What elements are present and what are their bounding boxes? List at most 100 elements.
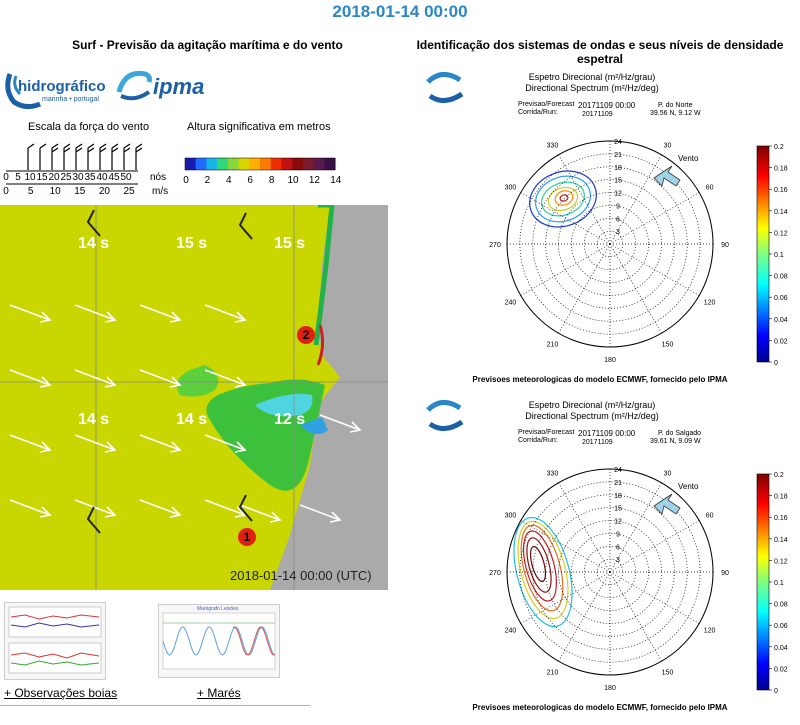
directional-spectrum-panel-1[interactable]: Espetro Direcional (m²/Hz/grau) Direction… xyxy=(400,62,800,392)
knots-tick: 20 xyxy=(48,172,60,183)
colorbar-tick: 0.1 xyxy=(774,580,784,587)
colorbar-tick: 0.1 xyxy=(774,252,784,259)
wave-direction-arrow-icon xyxy=(9,499,52,518)
wind-direction-arrow-icon xyxy=(653,493,681,515)
polar-radius-label: 24 xyxy=(614,467,622,474)
polar-angle-label: 150 xyxy=(662,670,674,677)
wind-barb-icon xyxy=(123,143,131,170)
polar-angle-label: 60 xyxy=(706,185,714,192)
polar-angle-label: 90 xyxy=(721,570,729,577)
wave-direction-arrow-icon xyxy=(204,434,247,453)
tides-thumbnail[interactable]: Marégrafo Leixões xyxy=(158,604,280,678)
wind-barb-icon xyxy=(238,212,253,240)
ms-tick: 20 xyxy=(99,186,111,197)
knots-tick: 5 xyxy=(15,172,21,183)
ipma-logo[interactable]: ipma xyxy=(115,64,225,110)
wave-direction-arrow-icon xyxy=(74,434,117,453)
polar-angle-label: 120 xyxy=(704,300,716,307)
location-name: P. do Salgado xyxy=(658,430,701,437)
divider xyxy=(0,705,310,706)
wave-direction-arrow-icon xyxy=(139,434,182,453)
wave-direction-arrow-icon xyxy=(9,369,52,388)
buoy-observations-link[interactable]: + Observações boias xyxy=(4,686,118,700)
wave-direction-arrow-icon xyxy=(139,499,182,518)
polar-angle-label: 240 xyxy=(505,628,517,635)
polar-radius-label: 18 xyxy=(614,165,622,172)
forecast-date: 20171109 00:00 xyxy=(578,429,636,438)
ipma-emblem-icon xyxy=(426,72,464,103)
wave-height-colorbar: 0 2 4 6 8 10 12 14 xyxy=(183,156,343,188)
polar-angle-label: 330 xyxy=(547,142,559,149)
location-name: P. do Norte xyxy=(658,102,693,109)
polar-angle-label: 150 xyxy=(662,342,674,349)
polar-angle-label: 330 xyxy=(547,470,559,477)
polar-angle-label: 210 xyxy=(547,342,559,349)
colorbar-tick: 0.04 xyxy=(774,645,788,652)
hidrografico-logo[interactable]: hidrográfico marinha • portugal xyxy=(2,62,112,112)
wave-scale-tick: 6 xyxy=(247,175,253,186)
wave-direction-arrow-icon xyxy=(9,304,52,323)
colorbar-tick: 0 xyxy=(774,360,778,367)
hidrografico-text: hidrográfico xyxy=(18,78,106,95)
model-caption: Previsoes meteorologicas do modelo ECMWF… xyxy=(472,375,727,384)
polar-radius-label: 15 xyxy=(614,178,622,185)
forecast-date: 20171109 00:00 xyxy=(578,101,636,110)
polar-angle-label: 270 xyxy=(489,570,501,577)
wave-period-label: 14 s xyxy=(176,411,208,428)
surf-forecast-map[interactable]: 14 s 15 s 15 s 14 s 14 s 12 s 1 2 2018-0… xyxy=(0,205,388,590)
wave-period-label: 15 s xyxy=(274,235,306,252)
tides-link[interactable]: + Marés xyxy=(197,686,241,700)
colorbar-tick: 0.12 xyxy=(774,558,788,565)
hidrografico-emblem-icon xyxy=(5,73,41,110)
polar-angle-label: 210 xyxy=(547,670,559,677)
polar-radius-label: 15 xyxy=(614,506,622,513)
wave-direction-arrow-icon xyxy=(204,499,247,518)
wave-period-label: 12 s xyxy=(274,411,306,428)
colorbar-tick: 0.08 xyxy=(774,602,788,609)
polar-radius-label: 21 xyxy=(614,480,622,487)
ms-tick: 5 xyxy=(28,186,34,197)
buoy-observations-thumbnail[interactable] xyxy=(4,602,106,680)
polar-angle-label: 60 xyxy=(706,513,714,520)
wave-direction-arrow-icon xyxy=(239,504,282,523)
knots-tick: 10 xyxy=(24,172,36,183)
wind-barb-icon xyxy=(27,143,35,170)
spectrum-section-title: Identificação dos sistemas de ondas e se… xyxy=(416,38,784,66)
spectrum-title-pt: Espetro Direcional (m²/Hz/grau) xyxy=(529,72,656,82)
ms-unit: m/s xyxy=(152,186,168,197)
wind-scale-title: Escala da força do vento xyxy=(28,121,150,133)
wind-barb-icon xyxy=(51,143,59,170)
buoy-marker-2[interactable]: 2 xyxy=(297,326,315,344)
wind-barb-icon xyxy=(86,209,101,237)
buoy-marker-1[interactable]: 1 xyxy=(238,528,256,546)
ms-tick: 10 xyxy=(50,186,62,197)
colorbar-tick: 0.06 xyxy=(774,295,788,302)
spectrum-title-en: Directional Spectrum (m²/Hz/deg) xyxy=(525,83,659,93)
polar-angle-label: 300 xyxy=(505,513,517,520)
colorbar-tick: 0.18 xyxy=(774,166,788,173)
wave-direction-arrow-icon xyxy=(139,369,182,388)
wind-barb-icon xyxy=(39,143,47,170)
ipma-emblem-icon xyxy=(426,400,464,431)
colorbar-tick: 0.04 xyxy=(774,317,788,324)
knots-tick: 0 xyxy=(3,172,9,183)
wave-period-label: 15 s xyxy=(176,235,208,252)
wave-direction-arrow-icon xyxy=(319,414,362,433)
wind-label: Vento xyxy=(678,154,699,163)
wind-barb-icon xyxy=(135,143,143,170)
knots-tick: 15 xyxy=(36,172,48,183)
wave-scale-tick: 0 xyxy=(183,175,189,186)
polar-angle-label: 30 xyxy=(664,142,672,149)
polar-radius-label: 18 xyxy=(614,493,622,500)
run-date: 20171109 xyxy=(582,439,613,446)
polar-radius-label: 9 xyxy=(616,531,620,538)
wave-direction-arrow-icon xyxy=(204,304,247,323)
colorbar-tick: 0.02 xyxy=(774,338,788,345)
map-timestamp: 2018-01-14 00:00 (UTC) xyxy=(230,568,372,583)
forecast-label: Previsao/Forecast xyxy=(518,101,574,108)
directional-spectrum-panel-2[interactable]: Espetro Direcional (m²/Hz/grau) Direction… xyxy=(400,390,800,712)
wave-direction-arrow-icon xyxy=(74,304,117,323)
wave-period-label: 14 s xyxy=(78,411,110,428)
wave-direction-arrow-icon xyxy=(74,369,117,388)
